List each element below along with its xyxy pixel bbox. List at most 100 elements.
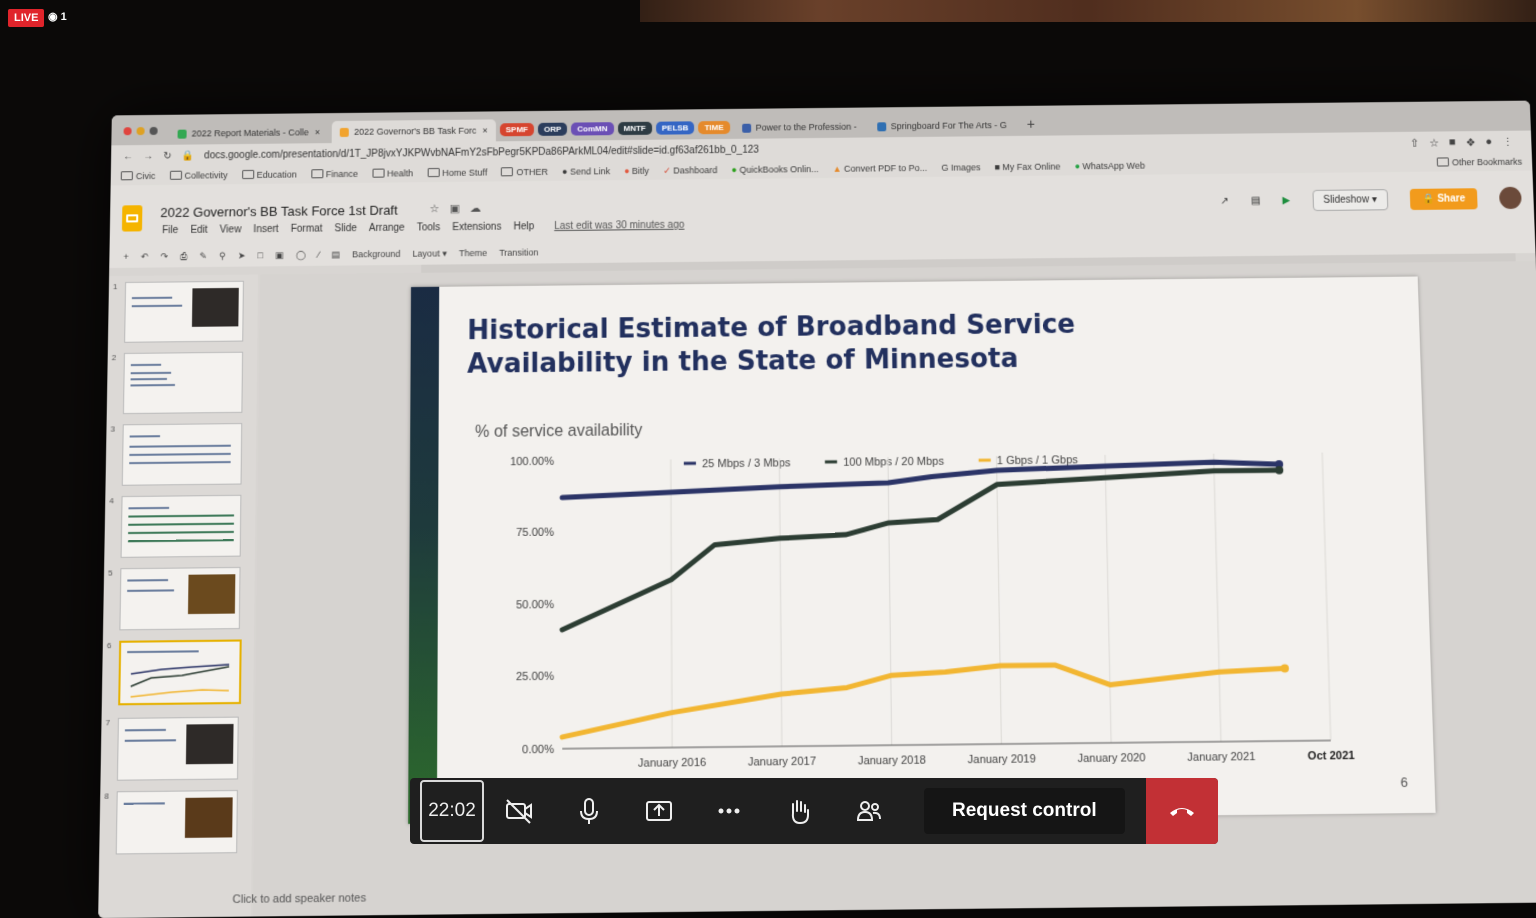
menu-tools[interactable]: Tools bbox=[417, 222, 441, 233]
paint-format-icon[interactable]: ✎ bbox=[199, 250, 207, 261]
zoom-icon[interactable]: ⚲ bbox=[219, 250, 226, 261]
slideshow-button[interactable]: Slideshow ▾ bbox=[1312, 189, 1388, 211]
transition-button[interactable]: Transition bbox=[499, 247, 538, 258]
bookmark-dashboard[interactable]: ✓ Dashboard bbox=[663, 165, 717, 177]
slide-thumbnail[interactable]: 3 bbox=[122, 423, 242, 486]
browser-tab[interactable]: Power to the Profession - bbox=[734, 116, 865, 139]
image-icon[interactable]: ▣ bbox=[275, 250, 284, 261]
activity-trend-icon[interactable]: ↗ bbox=[1220, 195, 1229, 206]
text-box-icon[interactable]: □ bbox=[257, 250, 263, 260]
slide-thumbnail[interactable]: 5 bbox=[119, 567, 240, 630]
minimize-window-icon[interactable] bbox=[137, 127, 145, 135]
more-icon[interactable]: ⋮ bbox=[1502, 135, 1513, 148]
bookmark-images[interactable]: G Images bbox=[941, 162, 980, 172]
undo-icon[interactable]: ↶ bbox=[141, 251, 149, 262]
bookmark-finance[interactable]: Finance bbox=[311, 169, 358, 180]
back-icon[interactable]: ← bbox=[123, 151, 133, 162]
document-title[interactable]: 2022 Governor's BB Task Force 1st Draft bbox=[160, 203, 397, 221]
tab-group-spmf[interactable]: SPMF bbox=[500, 123, 534, 136]
browser-tab-active[interactable]: 2022 Governor's BB Task Forc × bbox=[332, 119, 496, 143]
extension-icon[interactable]: ■ bbox=[1449, 136, 1456, 149]
tab-group-time[interactable]: TIME bbox=[698, 121, 729, 134]
viewer-count: ◉1 bbox=[48, 10, 67, 23]
url-field[interactable]: docs.google.com/presentation/d/1T_JP8jvx… bbox=[204, 144, 759, 161]
menu-view[interactable]: View bbox=[220, 224, 242, 235]
raise-hand-button[interactable] bbox=[764, 778, 834, 844]
reload-icon[interactable]: ↻ bbox=[163, 150, 172, 161]
comments-icon[interactable]: ▤ bbox=[1251, 195, 1261, 206]
slide-thumbnail[interactable]: 8 bbox=[116, 790, 238, 855]
background-button[interactable]: Background bbox=[352, 249, 400, 260]
more-options-button[interactable] bbox=[694, 778, 764, 844]
bookmark-my-fax[interactable]: ■ My Fax Online bbox=[994, 161, 1060, 172]
new-tab-icon[interactable]: + bbox=[1019, 116, 1044, 136]
share-page-icon[interactable]: ⇧ bbox=[1410, 136, 1420, 149]
other-bookmarks[interactable]: Other Bookmarks bbox=[1437, 157, 1533, 168]
grid-line bbox=[671, 459, 672, 747]
close-window-icon[interactable] bbox=[124, 127, 132, 135]
print-icon[interactable]: ⎙ bbox=[180, 251, 187, 262]
tab-group-orp[interactable]: ORP bbox=[538, 123, 567, 136]
star-icon[interactable]: ☆ bbox=[429, 202, 439, 215]
slides-logo-icon[interactable] bbox=[122, 205, 143, 231]
meet-icon[interactable]: ▶ bbox=[1282, 195, 1290, 206]
bookmark-other[interactable]: OTHER bbox=[501, 167, 548, 178]
bookmark-whatsapp[interactable]: ● WhatsApp Web bbox=[1074, 161, 1145, 172]
menu-insert[interactable]: Insert bbox=[253, 224, 278, 235]
tab-group-commn[interactable]: ComMN bbox=[571, 122, 613, 135]
line-icon[interactable]: ∕ bbox=[318, 250, 320, 260]
menu-extensions[interactable]: Extensions bbox=[452, 222, 501, 234]
bookmark-bitly[interactable]: ● Bitly bbox=[624, 166, 649, 176]
bookmark-health[interactable]: Health bbox=[372, 168, 413, 178]
close-tab-icon[interactable]: × bbox=[482, 125, 487, 135]
microphone-button[interactable] bbox=[554, 778, 624, 844]
new-slide-icon[interactable]: + bbox=[123, 252, 128, 262]
menu-file[interactable]: File bbox=[162, 225, 178, 236]
slide-thumbnail-selected[interactable]: 6 bbox=[118, 639, 240, 705]
camera-off-button[interactable] bbox=[484, 778, 554, 844]
hang-up-button[interactable] bbox=[1146, 778, 1218, 844]
tab-group-pelsb[interactable]: PELSB bbox=[656, 121, 695, 134]
bookmark-star-icon[interactable]: ☆ bbox=[1429, 136, 1439, 149]
forward-icon[interactable]: → bbox=[143, 150, 153, 161]
participants-button[interactable] bbox=[834, 778, 904, 844]
speaker-notes-field[interactable]: Click to add speaker notes bbox=[232, 892, 366, 906]
menu-edit[interactable]: Edit bbox=[190, 225, 207, 236]
share-button[interactable]: 🔒 Share bbox=[1410, 188, 1478, 210]
move-folder-icon[interactable]: ▣ bbox=[449, 202, 459, 215]
slide-thumbnail[interactable]: 1 bbox=[124, 281, 244, 343]
bookmark-collectivity[interactable]: Collectivity bbox=[169, 170, 227, 181]
profile-icon[interactable]: ● bbox=[1485, 135, 1492, 148]
slide-thumbnail[interactable]: 7 bbox=[117, 717, 239, 781]
avatar[interactable] bbox=[1499, 187, 1522, 209]
request-control-button[interactable]: Request control bbox=[924, 788, 1125, 834]
layout-button[interactable]: Layout ▾ bbox=[413, 248, 447, 259]
bookmark-education[interactable]: Education bbox=[242, 169, 297, 180]
bookmark-send-link[interactable]: ● Send Link bbox=[562, 166, 610, 177]
current-slide[interactable]: Historical Estimate of Broadband Service… bbox=[408, 276, 1435, 823]
browser-tab[interactable]: 2022 Report Materials - Colle × bbox=[169, 121, 328, 145]
share-screen-button[interactable] bbox=[624, 778, 694, 844]
last-edit-link[interactable]: Last edit was 30 minutes ago bbox=[554, 220, 684, 232]
tab-group-mntf[interactable]: MNTF bbox=[618, 122, 652, 135]
bookmark-civic[interactable]: Civic bbox=[121, 171, 156, 181]
menu-format[interactable]: Format bbox=[291, 223, 323, 234]
bookmark-convert-pdf[interactable]: ▲ Convert PDF to Po... bbox=[833, 163, 928, 174]
select-cursor-icon[interactable]: ➤ bbox=[238, 250, 246, 261]
bookmark-quickbooks[interactable]: ● QuickBooks Onlin... bbox=[731, 164, 818, 175]
shape-icon[interactable]: ◯ bbox=[296, 249, 306, 260]
menu-arrange[interactable]: Arrange bbox=[369, 223, 405, 234]
maximize-window-icon[interactable] bbox=[150, 127, 158, 135]
redo-icon[interactable]: ↷ bbox=[160, 251, 168, 262]
menu-slide[interactable]: Slide bbox=[334, 223, 356, 234]
browser-tab[interactable]: Springboard For The Arts - G bbox=[869, 114, 1015, 138]
bookmark-other-label: OTHER bbox=[516, 167, 548, 177]
close-tab-icon[interactable]: × bbox=[315, 127, 320, 137]
puzzle-icon[interactable]: ❖ bbox=[1465, 136, 1475, 149]
slide-thumbnail[interactable]: 2 bbox=[123, 352, 243, 414]
menu-help[interactable]: Help bbox=[513, 221, 534, 232]
bookmark-home-stuff[interactable]: Home Stuff bbox=[427, 167, 487, 178]
slide-thumbnail[interactable]: 4 bbox=[121, 495, 242, 558]
theme-button[interactable]: Theme bbox=[459, 248, 487, 258]
comment-icon[interactable]: ▤ bbox=[331, 249, 340, 260]
